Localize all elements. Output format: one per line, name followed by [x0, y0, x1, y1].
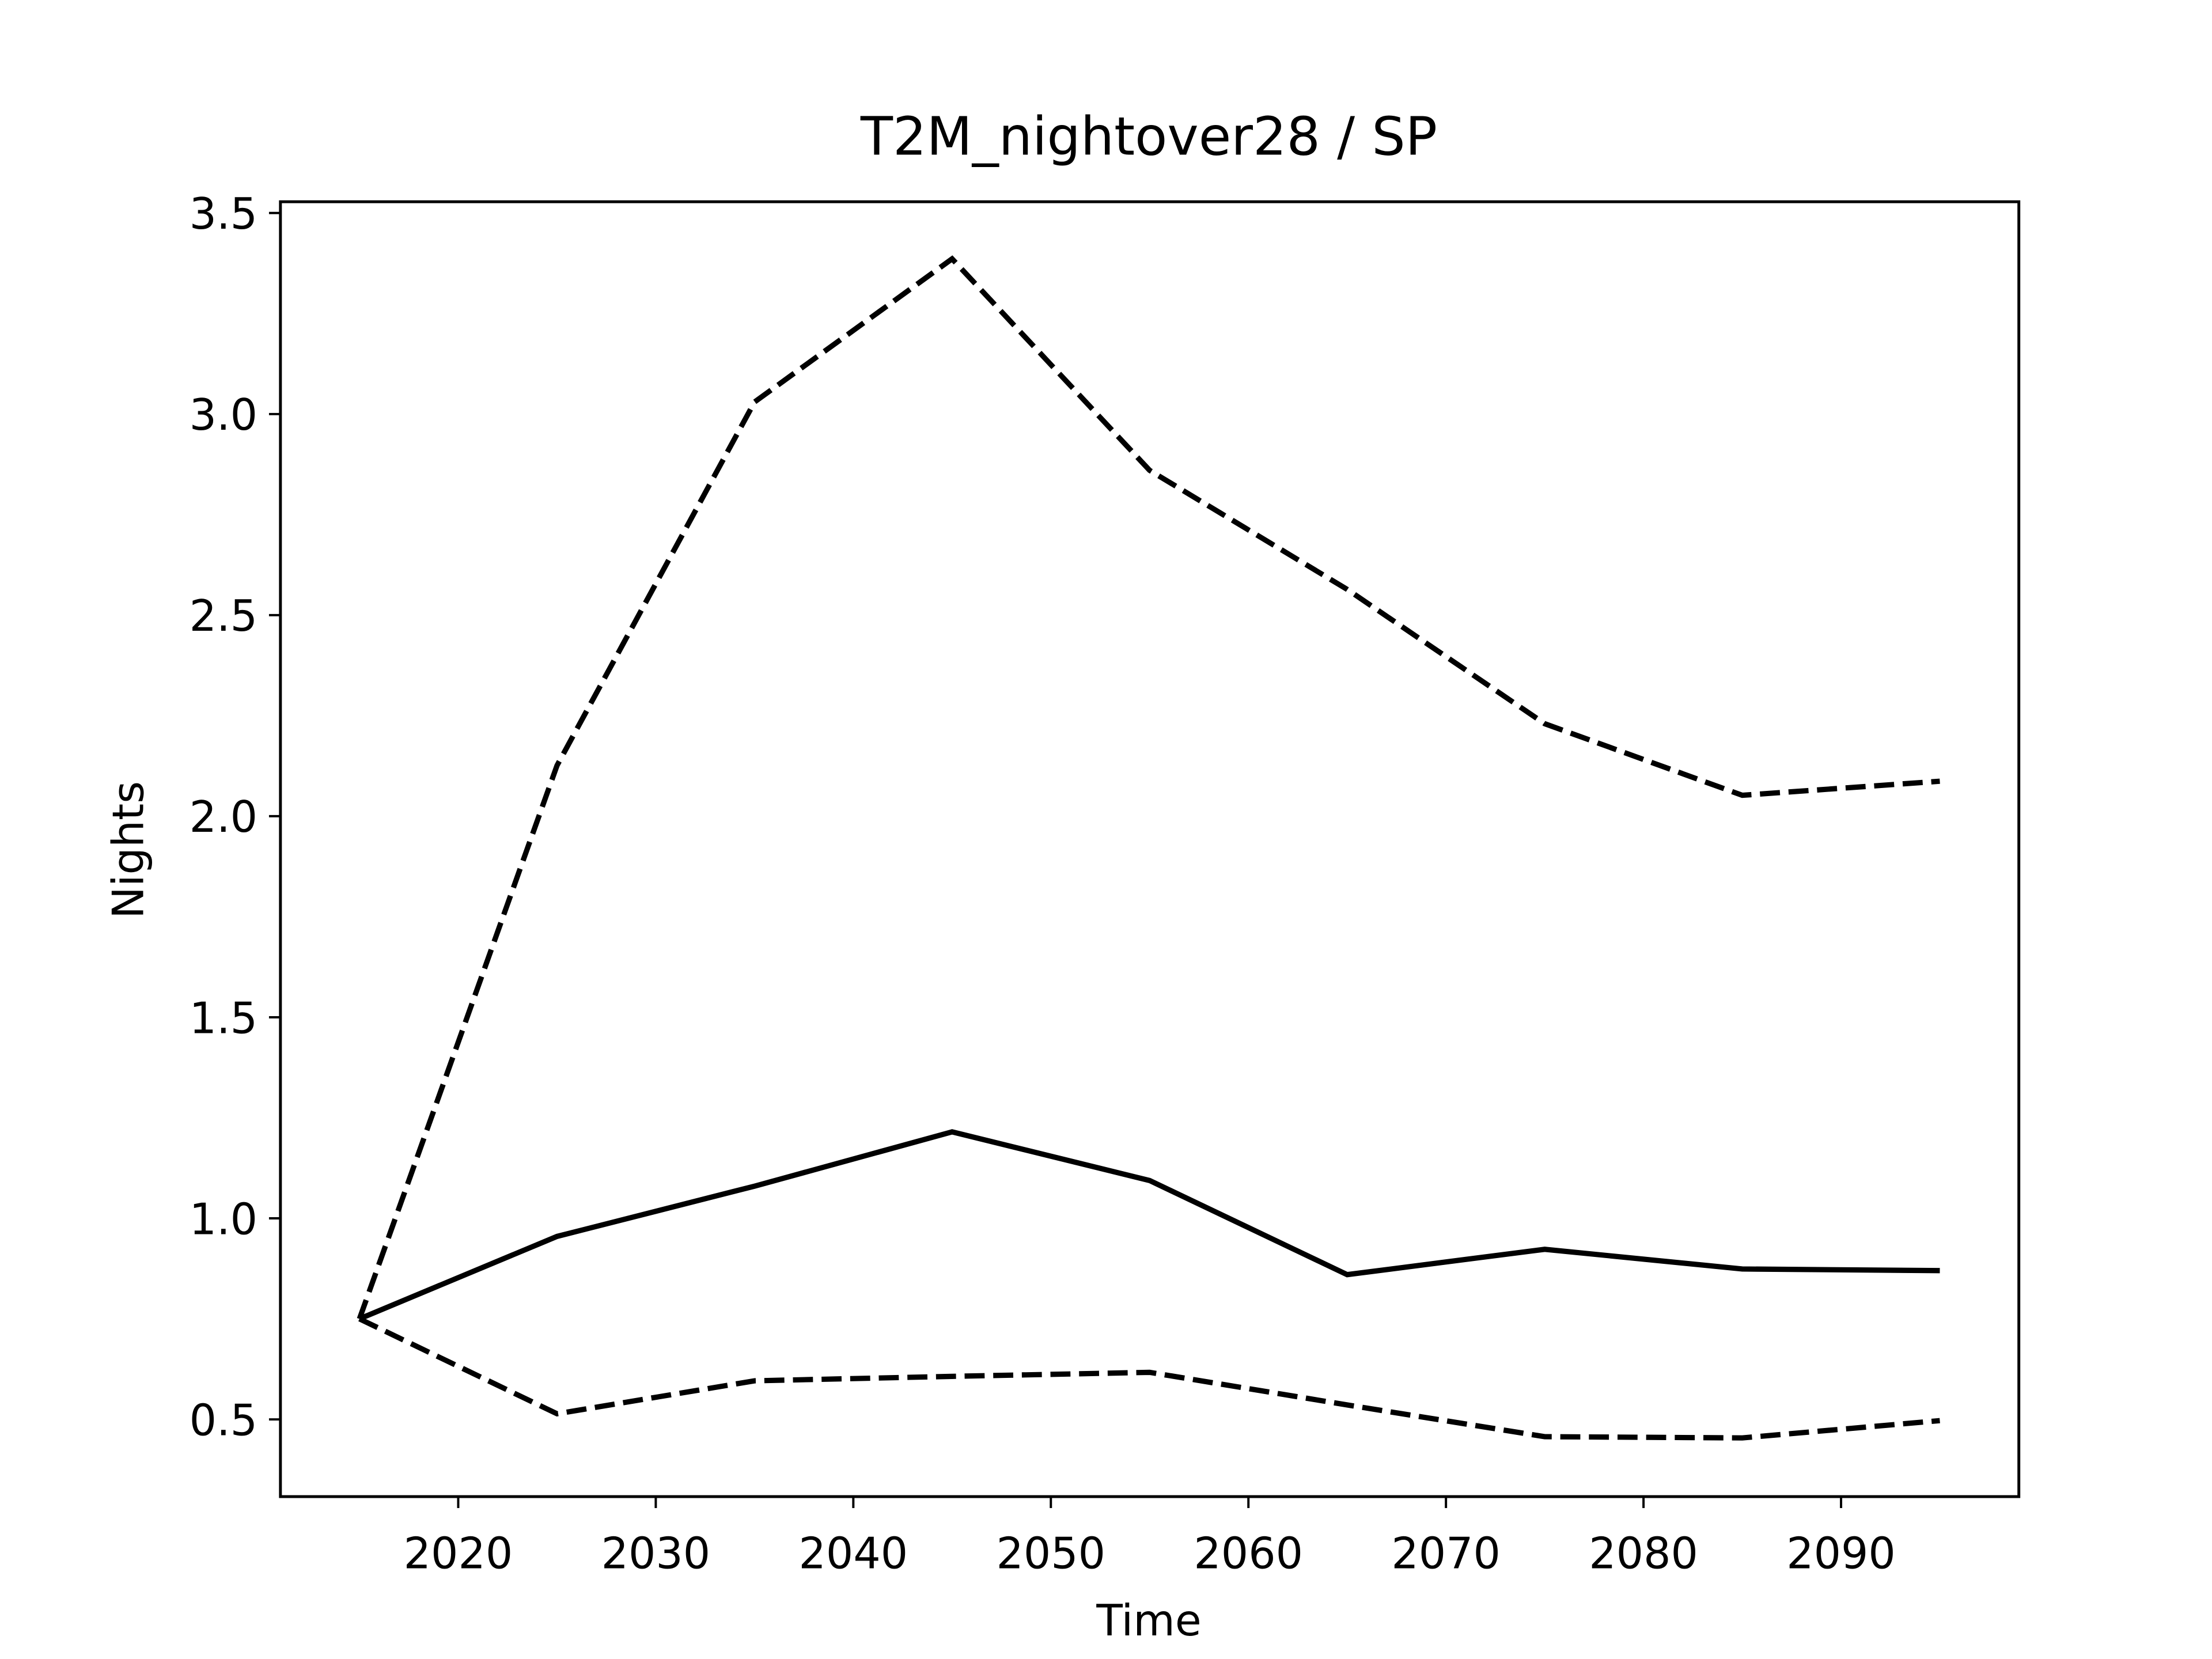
- x-tick-label: 2040: [799, 1528, 908, 1578]
- y-tick-label: 1.5: [190, 993, 257, 1043]
- x-tick-label: 2020: [404, 1528, 513, 1578]
- x-tick-label: 2050: [996, 1528, 1105, 1578]
- line-series: [358, 1316, 1940, 1441]
- y-tick-label: 1.0: [190, 1194, 257, 1244]
- y-tick-label: 2.0: [190, 792, 257, 842]
- chart-title: T2M_nightover28 / SP: [860, 105, 1437, 167]
- x-tick-label: 2070: [1391, 1528, 1501, 1578]
- plot-frame: [279, 200, 2021, 1498]
- y-tick-label: 0.5: [190, 1395, 257, 1445]
- x-tick-label: 2080: [1589, 1528, 1698, 1578]
- line-series: [358, 1129, 1940, 1321]
- x-tick-label: 2060: [1194, 1528, 1303, 1578]
- x-tick-label: 2090: [1786, 1528, 1896, 1578]
- y-tick-label: 2.5: [190, 591, 257, 641]
- line-series: [357, 255, 1940, 1320]
- x-axis-label: Time: [1096, 1596, 1201, 1646]
- y-tick-label: 3.5: [190, 189, 257, 239]
- x-tick-label: 2030: [601, 1528, 711, 1578]
- y-tick-label: 3.0: [190, 390, 257, 440]
- y-axis-label: Nights: [103, 781, 153, 919]
